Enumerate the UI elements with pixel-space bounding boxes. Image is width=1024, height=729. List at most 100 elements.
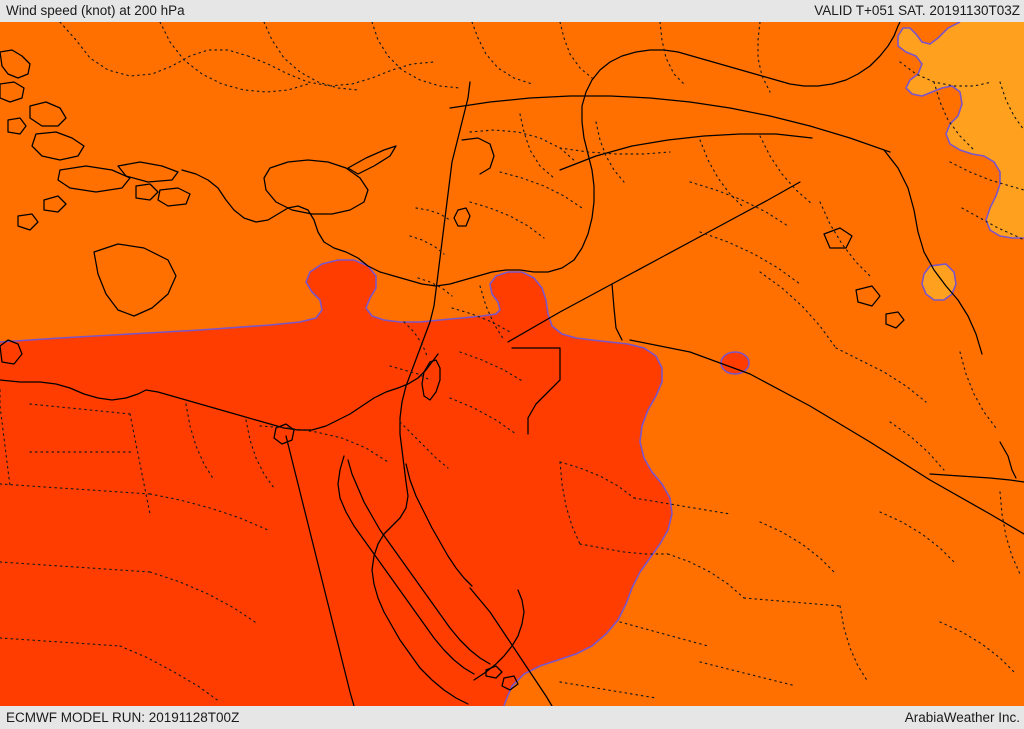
band-red-orange-main xyxy=(0,260,672,706)
coast-aegean-island-7 xyxy=(135,183,159,201)
admin-iran-3 xyxy=(949,161,1024,191)
admin-iraq-4 xyxy=(699,231,801,285)
contour-map xyxy=(0,22,1024,706)
admin-saudi-10 xyxy=(999,491,1021,575)
coast-levant xyxy=(371,81,471,705)
lake-nasser xyxy=(273,423,295,445)
contour-lowest-band xyxy=(0,259,673,706)
border-iraq-syria xyxy=(559,133,813,171)
isolated-contour-cell xyxy=(721,352,749,374)
border-turkey-syria-iraq xyxy=(449,95,891,153)
admin-saudi-8 xyxy=(759,521,837,575)
admin-turkey-6 xyxy=(471,22,533,85)
admin-turkey-4 xyxy=(263,22,359,91)
page-title: Wind speed (knot) at 200 hPa xyxy=(6,3,185,18)
admin-saudi-3 xyxy=(559,461,581,545)
admin-turkey-3 xyxy=(159,22,309,93)
coast-sinai-west xyxy=(337,455,475,675)
admin-israel-2 xyxy=(417,277,453,297)
coast-turkey-south xyxy=(181,22,901,287)
admin-israel-1 xyxy=(403,321,429,359)
coast-rhodes xyxy=(93,243,177,317)
coast-aegean-island-6 xyxy=(117,161,179,183)
coast-gulf-of-aqaba xyxy=(405,463,473,587)
admin-iran-1 xyxy=(899,61,993,87)
island-gulf-1 xyxy=(823,227,853,249)
coast-cyprus-karpas xyxy=(347,145,397,175)
attribution-label: ArabiaWeather Inc. xyxy=(904,710,1020,725)
admin-sinai-2 xyxy=(389,365,431,381)
admin-egypt-11 xyxy=(259,425,389,463)
admin-boundaries xyxy=(0,22,1024,703)
admin-sinai-1 xyxy=(399,421,449,469)
admin-turkey-5 xyxy=(371,22,461,89)
border-saudi-long-diagonal xyxy=(629,339,1024,535)
footer-bar: ECMWF MODEL RUN: 20191128T00Z ArabiaWeat… xyxy=(0,706,1024,729)
coast-red-sea-east xyxy=(469,587,553,706)
admin-saudi-4 xyxy=(579,543,669,555)
coast-aegean-island-2 xyxy=(29,101,67,127)
admin-saudi-15 xyxy=(699,661,797,687)
coast-aegean-island-10 xyxy=(17,213,39,231)
admin-saudi-5 xyxy=(667,553,745,599)
admin-jordan-4 xyxy=(479,285,505,341)
coast-aegean-island-5 xyxy=(57,165,131,193)
admin-egypt-8 xyxy=(149,571,259,625)
coast-arabian-gulf xyxy=(929,473,1024,483)
admin-egypt-2 xyxy=(29,403,131,415)
admin-turkey-2 xyxy=(247,55,435,87)
river-nile xyxy=(285,435,355,706)
coast-aegean-island-4 xyxy=(31,131,85,161)
admin-jordan-1 xyxy=(451,307,511,333)
admin-saudi-12 xyxy=(959,351,997,429)
admin-saudi-6 xyxy=(743,597,841,607)
coast-aegean-island-8 xyxy=(157,187,191,207)
band-amber-fill xyxy=(898,22,1024,238)
contour-highest-band xyxy=(897,22,1024,239)
model-run-label: ECMWF MODEL RUN: 20191128T00Z xyxy=(6,710,240,725)
island-gulf-3 xyxy=(885,311,905,329)
admin-egypt-3 xyxy=(129,413,151,515)
coast-aegean-west xyxy=(0,49,31,79)
admin-iraq-7 xyxy=(835,347,927,403)
border-iraq-jordan-diagonal xyxy=(507,181,801,343)
coast-egypt-mediterranean xyxy=(0,353,439,431)
admin-iran-2 xyxy=(933,81,975,151)
band-amber-lobe xyxy=(922,264,956,300)
admin-egypt-9 xyxy=(0,637,121,647)
admin-egypt-13 xyxy=(245,419,275,489)
admin-syria-2 xyxy=(519,113,555,179)
contour-amber-lobe xyxy=(921,263,957,301)
map-canvas[interactable] xyxy=(0,22,1024,706)
admin-iraq-5 xyxy=(759,271,837,349)
admin-iraq-2 xyxy=(759,135,813,205)
admin-saudi-14 xyxy=(559,681,657,699)
coast-aegean-island-1 xyxy=(0,81,25,103)
admin-israel-4 xyxy=(415,207,451,221)
island-red-sea-1 xyxy=(485,665,503,679)
coast-aegean-island-9 xyxy=(43,195,67,213)
admin-turkey-9 xyxy=(757,22,771,93)
coast-gulf-qatar xyxy=(999,441,1017,479)
header-bar: Wind speed (knot) at 200 hPa VALID T+051… xyxy=(0,0,1024,22)
admin-saudi-9 xyxy=(879,511,957,565)
admin-syria-4 xyxy=(595,121,625,183)
admin-saudi-16 xyxy=(939,621,1017,675)
border-jordan-iraq-straight xyxy=(511,347,561,435)
lake-tiberias xyxy=(453,207,471,227)
island-gulf-2 xyxy=(855,285,881,307)
border-syria-lebanon-detail xyxy=(461,137,495,175)
admin-iraq-6 xyxy=(819,201,873,279)
admin-turkey-1 xyxy=(59,22,249,77)
admin-iran-5 xyxy=(999,81,1024,131)
coastlines-and-borders xyxy=(0,22,1024,706)
valid-time-label: VALID T+051 SAT. 20191130T03Z xyxy=(814,3,1020,18)
coast-cyprus xyxy=(263,159,369,215)
border-jordan-saudi-arm xyxy=(611,283,623,341)
coast-gulf-of-suez xyxy=(347,459,491,665)
coast-aegean-island-3 xyxy=(7,117,27,135)
admin-israel-3 xyxy=(409,235,445,255)
admin-turkey-8 xyxy=(659,22,687,87)
island-red-sea-2 xyxy=(501,675,519,691)
